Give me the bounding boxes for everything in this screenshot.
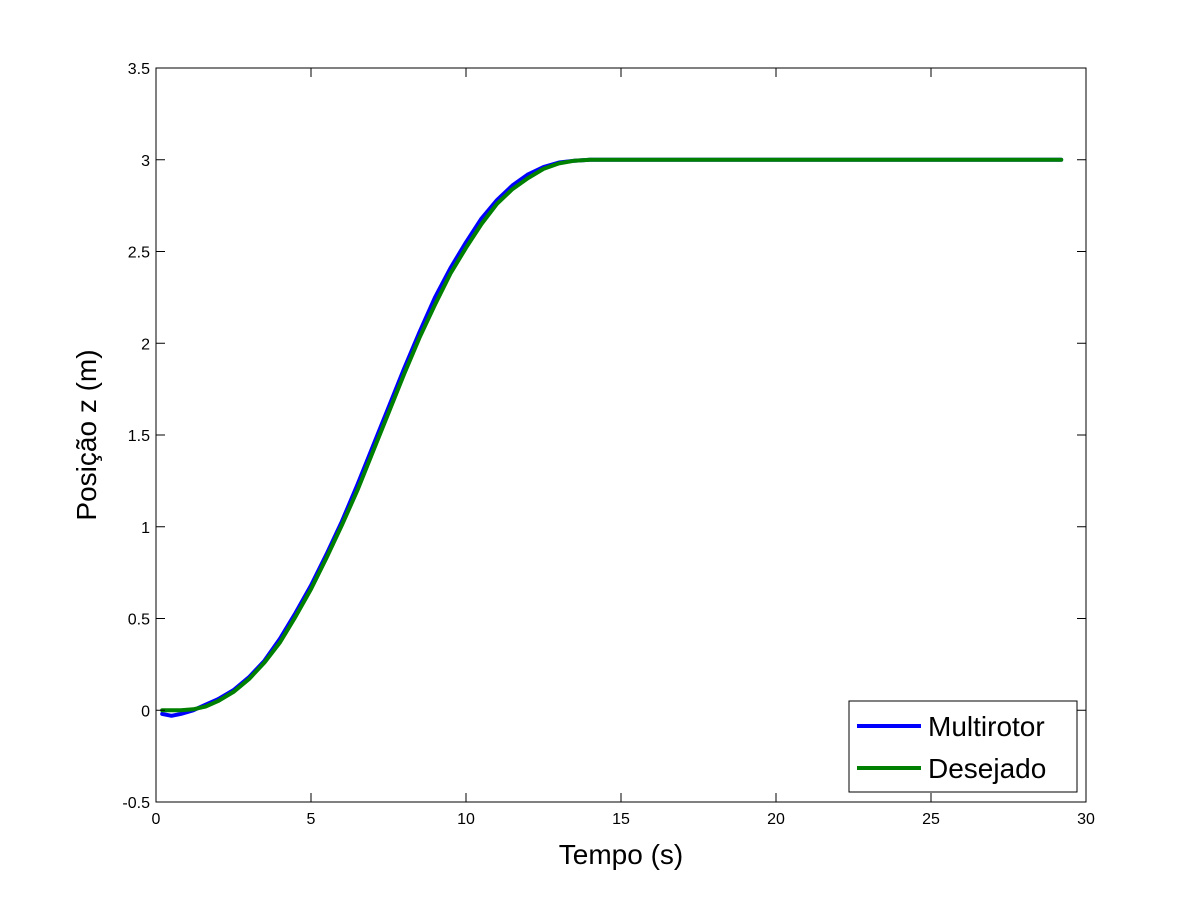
y-tick-label: 2 [141, 336, 150, 353]
tick-labels-layer: 0 5 10 15 20 25 30-0.500.511.522.533.5 [122, 61, 1095, 828]
series-line-desejado [160, 157, 1064, 713]
y-axis-title: Posição z (m) [71, 349, 102, 520]
series-layer [160, 157, 1064, 718]
y-tick-label: 0 [141, 703, 150, 720]
x-tick-label: 0 [152, 811, 161, 828]
y-tick-label: 1 [141, 520, 150, 537]
x-tick-label: 10 [457, 811, 475, 828]
plot-area [156, 68, 1086, 802]
y-tick-label: 0.5 [128, 612, 150, 629]
x-axis-title: Tempo (s) [559, 839, 683, 870]
y-tick-label: 3.5 [128, 61, 150, 78]
x-tick-label: 25 [922, 811, 940, 828]
axes-box [155, 67, 1087, 803]
x-tick-label: 20 [767, 811, 785, 828]
y-tick-label: 2.5 [128, 245, 150, 262]
x-tick-label: 5 [307, 811, 316, 828]
legend-label-desejado: Desejado [928, 753, 1046, 784]
y-tick-label: 3 [141, 153, 150, 170]
legend: Multirotor Desejado [848, 700, 1078, 793]
x-tick-label: 15 [612, 811, 630, 828]
legend-box [848, 700, 1078, 793]
legend-label-multirotor: Multirotor [928, 711, 1045, 742]
y-tick-label: -0.5 [122, 795, 150, 812]
y-tick-label: 1.5 [128, 428, 150, 445]
x-tick-label: 30 [1077, 811, 1095, 828]
